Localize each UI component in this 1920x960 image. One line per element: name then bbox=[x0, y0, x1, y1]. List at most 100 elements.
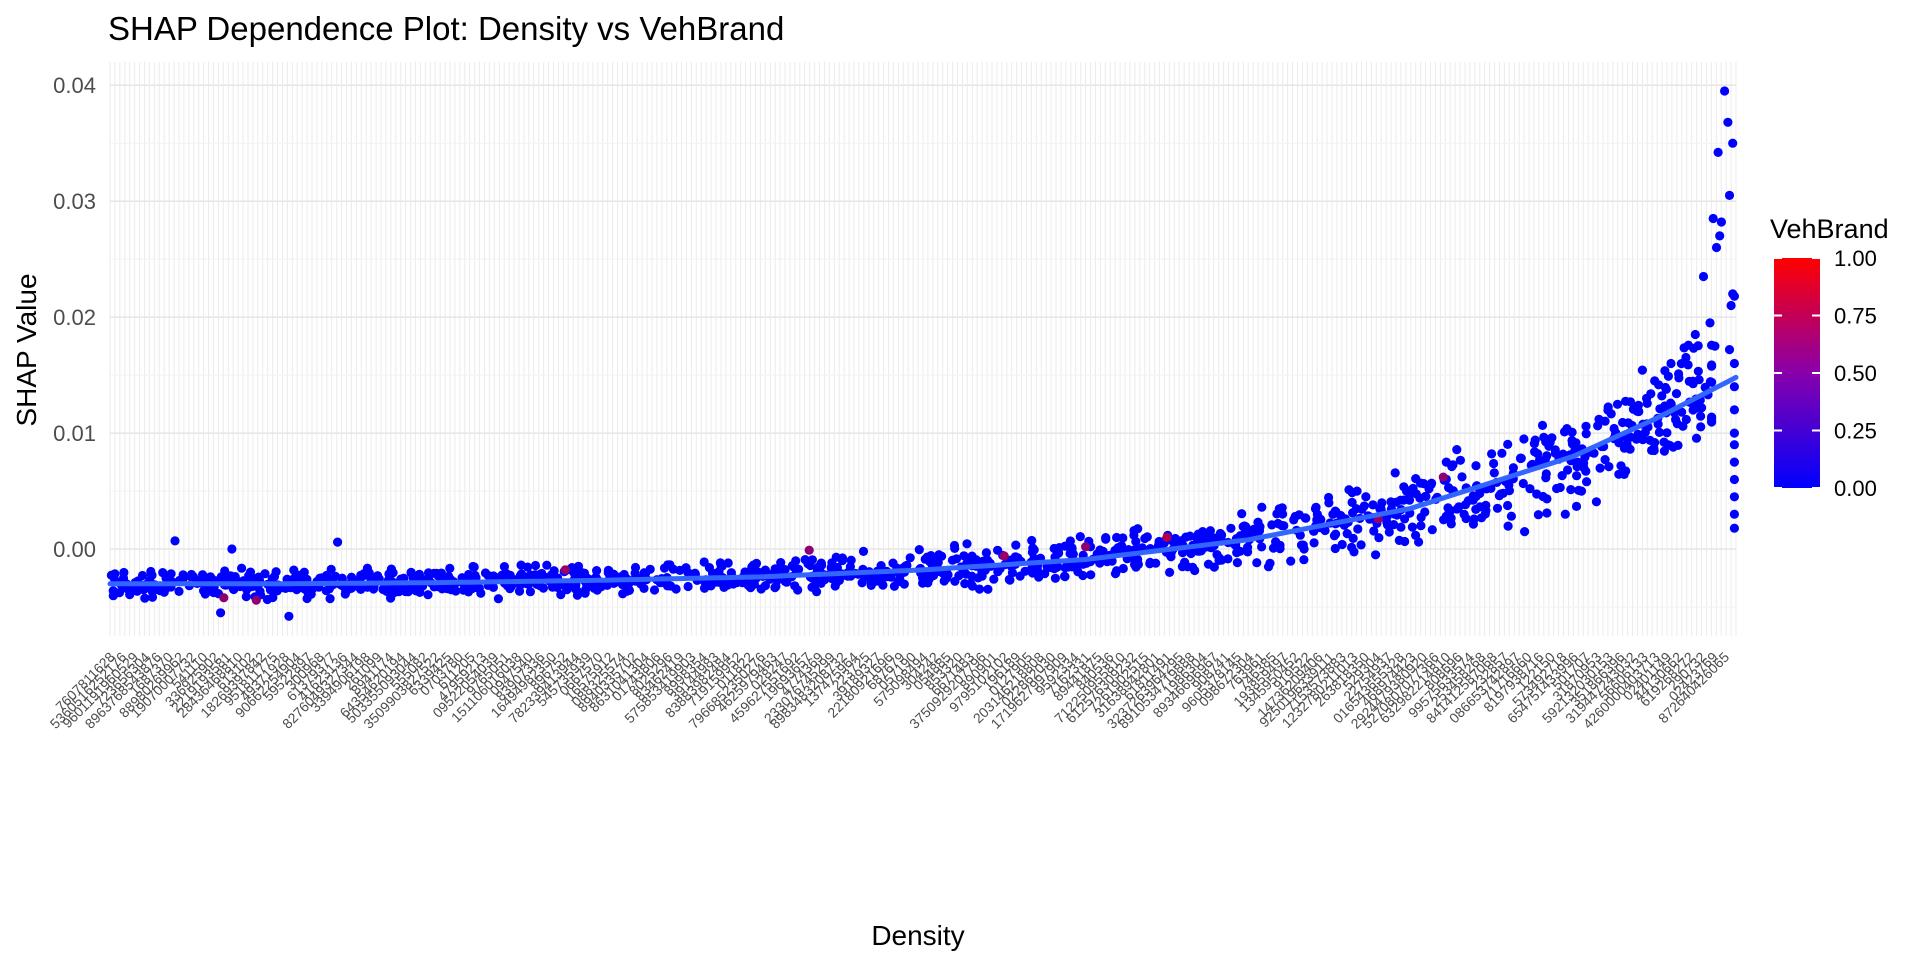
scatter-point bbox=[1650, 376, 1660, 386]
scatter-point bbox=[1118, 533, 1128, 543]
scatter-point bbox=[989, 574, 999, 584]
scatter-point bbox=[483, 570, 493, 581]
scatter-point bbox=[1452, 445, 1462, 455]
scatter-point bbox=[1660, 382, 1670, 393]
scatter-point bbox=[967, 581, 978, 591]
scatter-point-highlight bbox=[1081, 542, 1091, 552]
scatter-point bbox=[1475, 488, 1485, 499]
scatter-point bbox=[950, 576, 960, 586]
vertical-grid bbox=[109, 62, 1737, 636]
scatter-point bbox=[1407, 522, 1417, 532]
scatter-point bbox=[1723, 117, 1733, 127]
scatter-point bbox=[993, 545, 1003, 555]
scatter-point bbox=[442, 584, 452, 594]
scatter-point bbox=[811, 575, 821, 585]
scatter-point bbox=[488, 582, 498, 593]
scatter-point bbox=[1563, 465, 1573, 475]
scatter-point bbox=[671, 584, 681, 594]
scatter-point bbox=[858, 546, 869, 557]
scatter-point bbox=[1679, 343, 1689, 353]
scatter-point bbox=[178, 570, 188, 580]
scatter-point bbox=[1469, 514, 1479, 524]
scatter-point bbox=[556, 590, 566, 600]
scatter-point bbox=[681, 563, 691, 573]
scatter-point bbox=[1724, 345, 1735, 355]
scatter-point bbox=[1555, 482, 1565, 493]
scatter-point bbox=[188, 572, 199, 582]
scatter-point bbox=[1591, 497, 1601, 507]
scatter-point bbox=[846, 555, 856, 565]
scatter-point bbox=[1525, 484, 1535, 494]
legend-title: VehBrand bbox=[1770, 214, 1889, 244]
scatter-point bbox=[1649, 443, 1659, 453]
scatter-point bbox=[1729, 492, 1739, 502]
scatter-point bbox=[977, 569, 987, 579]
scatter-point bbox=[1603, 402, 1613, 412]
scatter-point bbox=[1295, 530, 1305, 540]
scatter-point bbox=[817, 560, 827, 570]
scatter-point bbox=[923, 578, 933, 588]
scatter-point bbox=[876, 561, 886, 571]
scatter-point bbox=[1666, 358, 1676, 369]
scatter-point bbox=[751, 558, 762, 569]
scatter-point bbox=[170, 536, 180, 546]
scatter-point bbox=[1416, 521, 1426, 531]
scatter-point bbox=[1503, 500, 1513, 511]
scatter-point bbox=[302, 593, 312, 604]
scatter-point bbox=[1215, 528, 1225, 539]
scatter-point bbox=[1503, 439, 1513, 449]
scatter-point bbox=[268, 592, 278, 603]
scatter-point bbox=[1589, 448, 1599, 458]
scatter-point bbox=[1542, 508, 1552, 518]
scatter-point bbox=[1248, 528, 1258, 538]
scatter-point bbox=[1129, 530, 1139, 540]
scatter-point bbox=[432, 568, 442, 579]
scatter-point bbox=[1353, 524, 1363, 534]
scatter-point bbox=[920, 554, 930, 564]
scatter-point bbox=[1101, 534, 1111, 544]
y-tick-label: 0.03 bbox=[53, 189, 96, 214]
scatter-point bbox=[1047, 563, 1057, 573]
scatter-point bbox=[147, 592, 158, 602]
scatter-point bbox=[1654, 427, 1664, 437]
scatter-point bbox=[1655, 404, 1665, 414]
scatter-point bbox=[950, 543, 960, 554]
scatter-point bbox=[886, 572, 896, 582]
legend-tick-label: 0.25 bbox=[1834, 419, 1877, 444]
scatter-point bbox=[1232, 558, 1242, 568]
scatter-point bbox=[905, 553, 915, 563]
scatter-point bbox=[108, 591, 118, 601]
scatter-point bbox=[1541, 473, 1551, 483]
scatter-point bbox=[464, 569, 474, 580]
scatter-point bbox=[1688, 405, 1698, 415]
scatter-point bbox=[716, 561, 726, 571]
scatter-point bbox=[526, 570, 536, 580]
scatter-point bbox=[934, 550, 944, 560]
scatter-point bbox=[140, 593, 150, 603]
scatter-point bbox=[1606, 409, 1616, 419]
scatter-point bbox=[1691, 433, 1702, 443]
scatter-point bbox=[1192, 533, 1202, 543]
scatter-point bbox=[1677, 407, 1687, 417]
scatter-point bbox=[1696, 422, 1706, 432]
scatter-point bbox=[1396, 495, 1406, 505]
scatter-point bbox=[579, 568, 590, 578]
scatter-point bbox=[1352, 486, 1362, 496]
scatter-point bbox=[807, 582, 817, 592]
scatter-point bbox=[1595, 463, 1605, 473]
scatter-point bbox=[1049, 543, 1059, 554]
scatter-point bbox=[1186, 548, 1196, 559]
scatter-point bbox=[1506, 511, 1516, 521]
scatter-point bbox=[415, 587, 425, 598]
scatter-point bbox=[1504, 486, 1514, 496]
legend-tick-label: 0.75 bbox=[1834, 304, 1877, 329]
scatter-point bbox=[325, 594, 335, 604]
legend-tick-label: 0.50 bbox=[1834, 361, 1877, 386]
scatter-point bbox=[1487, 449, 1497, 459]
scatter-point bbox=[1471, 461, 1481, 471]
scatter-point bbox=[1243, 542, 1253, 552]
scatter-point bbox=[1369, 526, 1379, 536]
y-tick-label: 0.02 bbox=[53, 305, 96, 330]
scatter-point bbox=[1657, 391, 1667, 401]
scatter-point bbox=[1724, 190, 1735, 200]
